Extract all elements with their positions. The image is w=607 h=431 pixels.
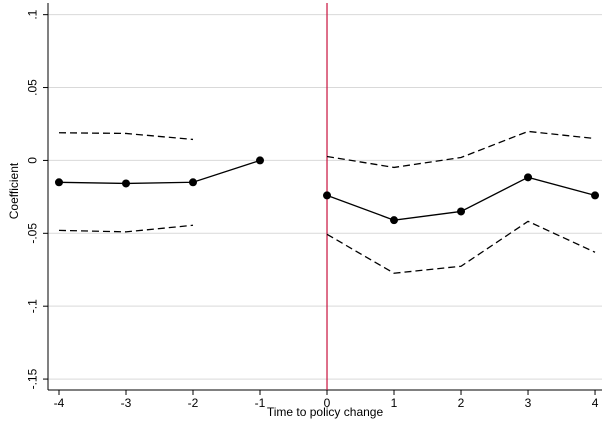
x-tick-label: 3 (525, 396, 532, 410)
y-tick-label: .1 (26, 9, 40, 19)
point (323, 191, 332, 200)
series-line (58, 130, 596, 169)
y-tick-label: -.15 (26, 368, 40, 389)
x-tick-label: 2 (458, 396, 465, 410)
point (188, 178, 197, 187)
y-tick-label: 0 (26, 157, 40, 164)
point (591, 191, 600, 200)
x-axis-label: Time to policy change (267, 405, 384, 419)
x-tick-label: 4 (592, 396, 599, 410)
x-tick-label: 0 (324, 396, 331, 410)
y-tick-label: .05 (26, 79, 40, 96)
point (390, 216, 399, 225)
x-tick-label: -4 (54, 396, 65, 410)
point (524, 173, 533, 182)
point (54, 178, 63, 187)
y-tick-label: -.1 (26, 299, 40, 313)
x-tick-label: -2 (188, 396, 199, 410)
series-line (58, 159, 261, 185)
x-tick-label: -1 (255, 396, 266, 410)
point (457, 207, 466, 216)
point (121, 179, 130, 188)
series-line (58, 220, 596, 274)
y-tick-label: -.05 (26, 223, 40, 244)
x-tick-label: 1 (391, 396, 398, 410)
y-axis-label: Coefficient (7, 162, 21, 219)
point (256, 156, 265, 165)
x-tick-label: -3 (121, 396, 132, 410)
